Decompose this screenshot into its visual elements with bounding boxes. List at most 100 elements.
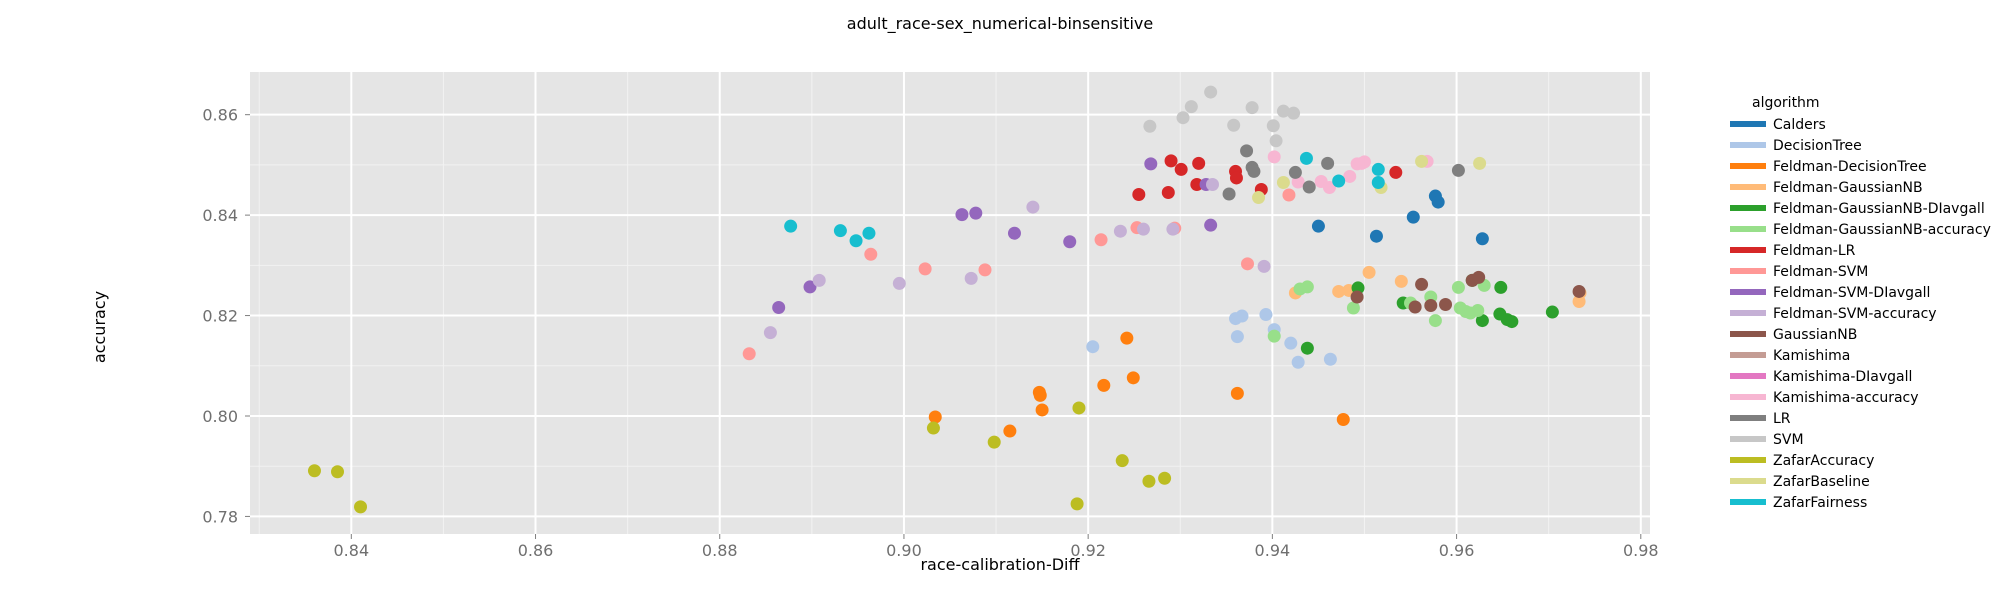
data-point [1473, 156, 1487, 170]
data-point [1343, 169, 1357, 183]
data-point [964, 271, 978, 285]
legend-swatch [1730, 163, 1766, 169]
data-point [1350, 290, 1364, 304]
data-point [1035, 403, 1049, 417]
x-tick-label: 0.84 [334, 541, 370, 560]
x-tick-label: 0.90 [886, 541, 922, 560]
data-point [1439, 298, 1453, 312]
data-point [1505, 315, 1519, 329]
data-point [1132, 188, 1146, 202]
data-point [1176, 111, 1190, 125]
legend-swatch [1730, 415, 1766, 421]
data-point [1230, 330, 1244, 344]
data-point [928, 410, 942, 424]
data-point [864, 247, 878, 261]
y-tick-label: 0.86 [202, 106, 238, 125]
data-point [969, 206, 983, 220]
data-point [1086, 340, 1100, 354]
data-point [772, 301, 786, 315]
data-point [1222, 187, 1236, 201]
data-point [1247, 164, 1261, 178]
data-point [1371, 175, 1385, 189]
x-tick-label: 0.88 [702, 541, 738, 560]
data-point [1362, 265, 1376, 279]
data-point [1192, 156, 1206, 170]
legend-label: ZafarBaseline [1773, 474, 1870, 490]
legend-label: Feldman-SVM [1773, 264, 1868, 280]
data-point [1428, 314, 1442, 328]
data-point [978, 263, 992, 277]
data-point [1094, 233, 1108, 247]
data-point [1300, 280, 1314, 294]
data-point [1136, 222, 1150, 236]
data-point [1204, 85, 1218, 99]
data-point [1206, 177, 1219, 191]
legend-label: DecisionTree [1773, 138, 1862, 154]
data-point [1323, 352, 1337, 366]
data-point [1120, 331, 1134, 345]
data-point [1284, 336, 1298, 350]
data-point [1282, 188, 1296, 202]
legend-swatch [1730, 331, 1766, 337]
data-points [307, 85, 1587, 514]
data-point [1070, 497, 1084, 511]
data-point [1299, 151, 1313, 165]
data-point [1143, 119, 1157, 133]
data-point [1451, 280, 1465, 294]
data-point [1113, 224, 1127, 238]
legend-label: GaussianNB [1773, 327, 1857, 343]
data-point [1063, 235, 1077, 249]
y-axis-ticks: 0.78 0.80 0.82 0.84 0.86 [202, 106, 250, 526]
x-axis-ticks: 0.84 0.86 0.88 0.90 0.92 0.94 0.96 0.98 [334, 534, 1659, 560]
legend-label: Feldman-GaussianNB [1773, 180, 1923, 196]
data-point [1174, 162, 1188, 176]
data-point [1230, 386, 1244, 400]
data-point [1321, 156, 1335, 170]
data-point [1190, 177, 1204, 191]
data-point [1115, 454, 1129, 468]
data-point [1257, 259, 1271, 273]
x-axis-label: race-calibration-Diff [920, 555, 1080, 574]
x-tick-label: 0.94 [1255, 541, 1291, 560]
data-point [1451, 163, 1465, 177]
data-point [833, 224, 847, 238]
legend-label: Feldman-GaussianNB-accuracy [1773, 222, 1991, 238]
data-point [812, 273, 826, 287]
data-point [1245, 101, 1259, 115]
legend-swatch [1730, 247, 1766, 253]
legend-swatch [1730, 310, 1766, 316]
legend-swatch [1730, 226, 1766, 232]
data-point [1287, 106, 1301, 120]
data-point [1475, 314, 1489, 328]
data-point [1227, 118, 1241, 132]
data-point [1267, 329, 1281, 343]
data-point [742, 347, 756, 361]
data-point [918, 262, 932, 276]
data-point [1471, 304, 1485, 318]
legend-label: Feldman-LR [1773, 243, 1856, 259]
data-point [892, 276, 906, 290]
data-point [1126, 371, 1140, 385]
data-point [1276, 175, 1290, 189]
data-point [331, 465, 344, 479]
data-point [1545, 305, 1559, 319]
data-point [862, 226, 876, 240]
data-point [926, 421, 940, 435]
grid-lines [250, 72, 1650, 534]
data-point [1572, 284, 1586, 298]
data-point [1406, 210, 1420, 224]
legend-label: Kamishima-DIavgall [1773, 369, 1912, 385]
legend-swatch [1730, 142, 1766, 148]
data-point [1332, 284, 1346, 298]
data-point [1003, 424, 1017, 438]
data-point [1266, 119, 1280, 133]
x-tick-label: 0.96 [1439, 541, 1475, 560]
data-point [1346, 301, 1360, 315]
data-point [1288, 165, 1302, 179]
x-tick-label: 0.86 [518, 541, 554, 560]
chart-title: adult_race-sex_numerical-binsensitive [847, 14, 1153, 34]
data-point [1144, 157, 1158, 171]
data-point [1097, 378, 1111, 392]
legend-swatch [1730, 457, 1766, 463]
